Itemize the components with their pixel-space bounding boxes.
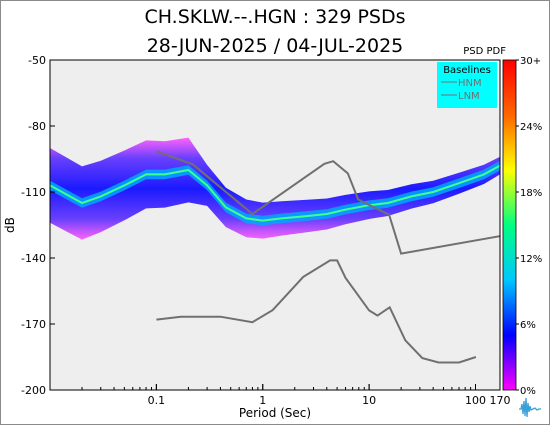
legend-label-hnm: HNM <box>458 78 482 89</box>
colorbar-title: PSD PDF <box>463 46 506 57</box>
baseline-lnm-line <box>156 259 477 364</box>
pdf-core-band <box>50 160 500 226</box>
x-tick-label: 1 <box>259 394 266 407</box>
colorbar-tick-label: 0% <box>520 386 536 397</box>
baseline-hnm-line <box>156 150 500 255</box>
x-tick-label: 100 <box>465 394 486 407</box>
y-tick-label: -80 <box>28 120 46 133</box>
plot-frame <box>49 59 501 391</box>
y-tick-label: -110 <box>21 186 46 199</box>
colorbar-tick-label: 24% <box>520 122 542 133</box>
y-tick-label: -200 <box>21 384 46 397</box>
x-tick-label: 170 <box>490 394 511 407</box>
colorbar-tick-label: 30+ <box>520 56 541 67</box>
x-tick-label: 0.1 <box>148 394 166 407</box>
x-axis-label: Period (Sec) <box>239 406 311 420</box>
legend-label-lnm: LNM <box>458 91 480 102</box>
x-tick-label: 10 <box>362 394 376 407</box>
legend-title: Baselines <box>443 65 491 76</box>
y-tick-label: -140 <box>21 252 46 265</box>
waveform-logo-icon <box>519 397 541 418</box>
y-axis-label: dB <box>3 217 17 233</box>
y-tick-label: -50 <box>28 54 46 67</box>
colorbar-tick-label: 6% <box>520 320 536 331</box>
y-tick-label: -170 <box>21 318 46 331</box>
colorbar-tick-label: 12% <box>520 254 542 265</box>
pdf-mode-line <box>50 164 500 222</box>
chart-title-station: CH.SKLW.--.HGN : 329 PSDs <box>144 6 406 28</box>
colorbar-tick-label: 18% <box>520 188 542 199</box>
chart-title-date-range: 28-JUN-2025 / 04-JUL-2025 <box>146 35 404 57</box>
legend-box <box>437 62 497 108</box>
colorbar <box>502 59 517 391</box>
plot-content <box>50 137 500 364</box>
